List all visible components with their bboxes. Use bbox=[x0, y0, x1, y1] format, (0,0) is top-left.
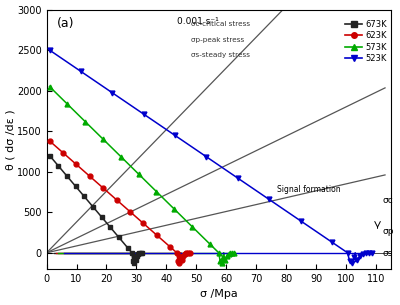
Text: σs: σs bbox=[382, 249, 392, 258]
Legend: 673K, 623K, 573K, 523K: 673K, 623K, 573K, 523K bbox=[342, 16, 390, 66]
Text: σc: σc bbox=[382, 196, 393, 205]
X-axis label: σ /Mpa: σ /Mpa bbox=[200, 289, 238, 300]
Text: σc-critical stress: σc-critical stress bbox=[191, 21, 250, 27]
Y-axis label: θ ( dσ /dε ): θ ( dσ /dε ) bbox=[6, 109, 16, 170]
Text: Signal formation: Signal formation bbox=[277, 185, 341, 194]
Text: σs-steady stress: σs-steady stress bbox=[191, 52, 250, 58]
Text: σp: σp bbox=[382, 227, 394, 236]
Text: 0.001 s⁻¹: 0.001 s⁻¹ bbox=[178, 17, 219, 26]
Text: σp-peak stress: σp-peak stress bbox=[191, 37, 244, 43]
Text: (a): (a) bbox=[57, 17, 74, 30]
